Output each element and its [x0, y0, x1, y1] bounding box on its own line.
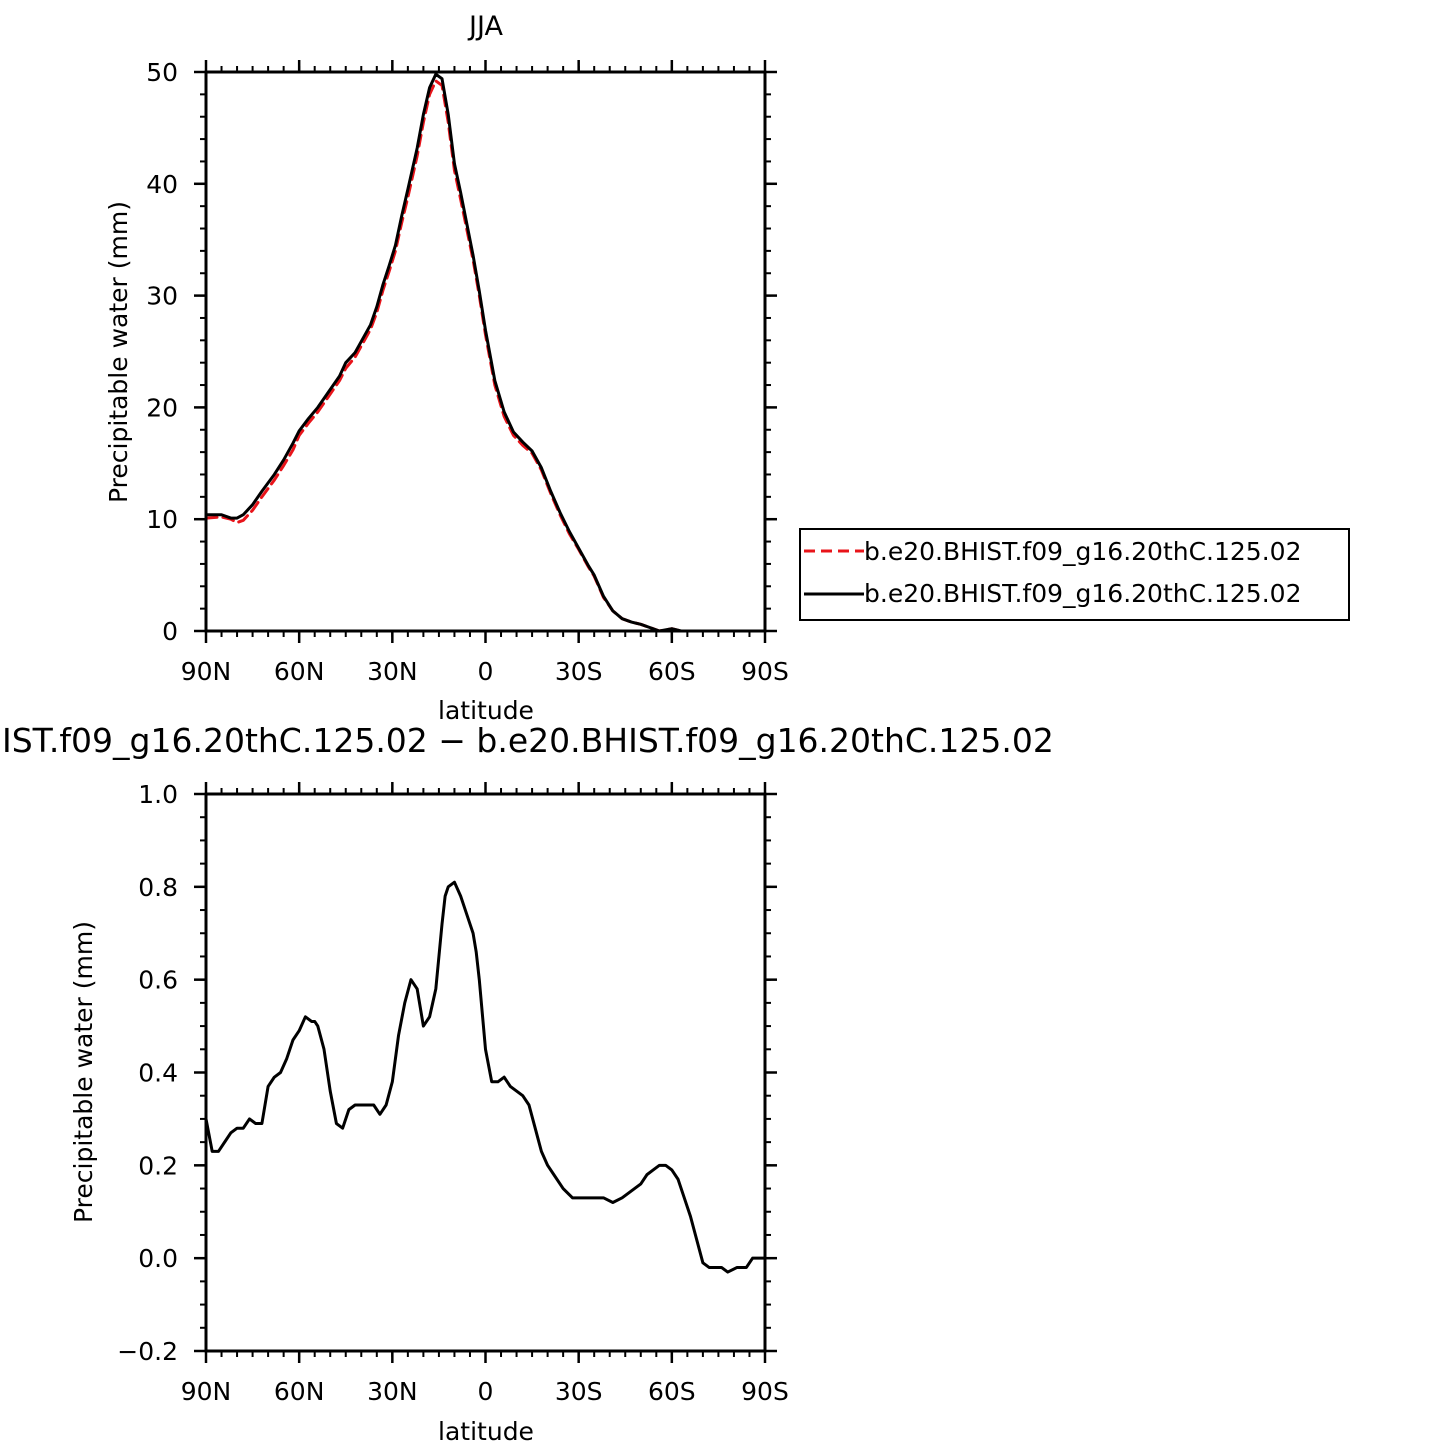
legend-label: b.e20.BHIST.f09_g16.20thC.125.02 — [864, 579, 1301, 608]
y-tick-label: 1.0 — [138, 780, 178, 809]
top-ticks: 0 10 20 30 40 50 90N 60N 30N 0 30S 60S 90S — [146, 58, 789, 686]
x-tick-label: 60N — [274, 657, 325, 686]
x-tick-label: 90S — [741, 657, 789, 686]
series-line-dashed — [204, 79, 767, 633]
y-tick-label: 0.0 — [138, 1244, 178, 1273]
x-tick-label: 0 — [478, 1377, 494, 1406]
y-tick-label: 20 — [146, 393, 178, 422]
series-line-solid — [204, 72, 767, 633]
y-axis-label: Precipitable water (mm) — [69, 921, 98, 1223]
y-tick-label: −0.2 — [117, 1337, 178, 1366]
y-axis-label: Precipitable water (mm) — [104, 201, 133, 503]
x-tick-label: 30S — [555, 1377, 603, 1406]
y-tick-label: 10 — [146, 505, 178, 534]
x-tick-label: 60S — [648, 1377, 696, 1406]
y-tick-label: 30 — [146, 282, 178, 311]
chart-title: IST.f09_g16.20thC.125.02 − b.e20.BHIST.f… — [2, 721, 1054, 760]
top-lines — [204, 72, 767, 633]
plot-frame — [204, 792, 767, 1353]
x-tick-label: 90N — [181, 1377, 232, 1406]
x-tick-label: 0 — [478, 657, 494, 686]
bottom-lines — [204, 880, 767, 1274]
x-tick-label: 60S — [648, 657, 696, 686]
x-axis-label: latitude — [438, 1417, 534, 1446]
x-tick-label: 30S — [555, 657, 603, 686]
y-tick-label: 50 — [146, 58, 178, 87]
legend-label: b.e20.BHIST.f09_g16.20thC.125.02 — [864, 537, 1301, 566]
y-tick-label: 0.4 — [138, 1059, 178, 1088]
y-tick-label: 0 — [162, 617, 178, 646]
y-tick-label: 0.6 — [138, 966, 178, 995]
x-tick-label: 30N — [367, 657, 418, 686]
y-tick-label: 0.8 — [138, 873, 178, 902]
legend: b.e20.BHIST.f09_g16.20thC.125.02 b.e20.B… — [799, 528, 1350, 621]
x-tick-label: 90S — [741, 1377, 789, 1406]
series-line-solid — [204, 880, 767, 1274]
x-axis-label: latitude — [438, 696, 534, 725]
x-tick-label: 30N — [367, 1377, 418, 1406]
plot-frame — [204, 70, 767, 633]
chart-title: JJA — [467, 11, 503, 42]
y-tick-label: 0.2 — [138, 1151, 178, 1180]
bottom-ticks: −0.2 0.0 0.2 0.4 0.6 0.8 1.0 90N 60N 30N 0 30S 60S 90… — [117, 780, 789, 1406]
x-tick-label: 90N — [181, 657, 232, 686]
bottom-panel: IST.f09_g16.20thC.125.02 − b.e20.BHIST.f… — [2, 721, 1054, 1446]
legend-box — [799, 528, 1350, 621]
top-panel: JJA Precipitable water (mm) latitude 0 10… — [104, 11, 789, 725]
x-tick-label: 60N — [274, 1377, 325, 1406]
y-tick-label: 40 — [146, 170, 178, 199]
